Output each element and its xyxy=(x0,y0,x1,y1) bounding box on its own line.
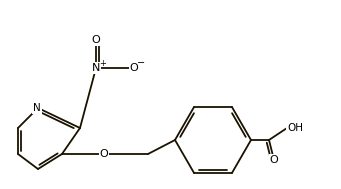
Text: OH: OH xyxy=(287,123,303,133)
Text: O: O xyxy=(270,155,278,165)
Text: −: − xyxy=(137,58,145,68)
Text: +: + xyxy=(100,59,106,67)
Text: O: O xyxy=(130,63,138,73)
Text: N: N xyxy=(92,63,100,73)
Text: N: N xyxy=(33,103,41,113)
Text: O: O xyxy=(92,35,100,45)
Text: O: O xyxy=(100,149,108,159)
